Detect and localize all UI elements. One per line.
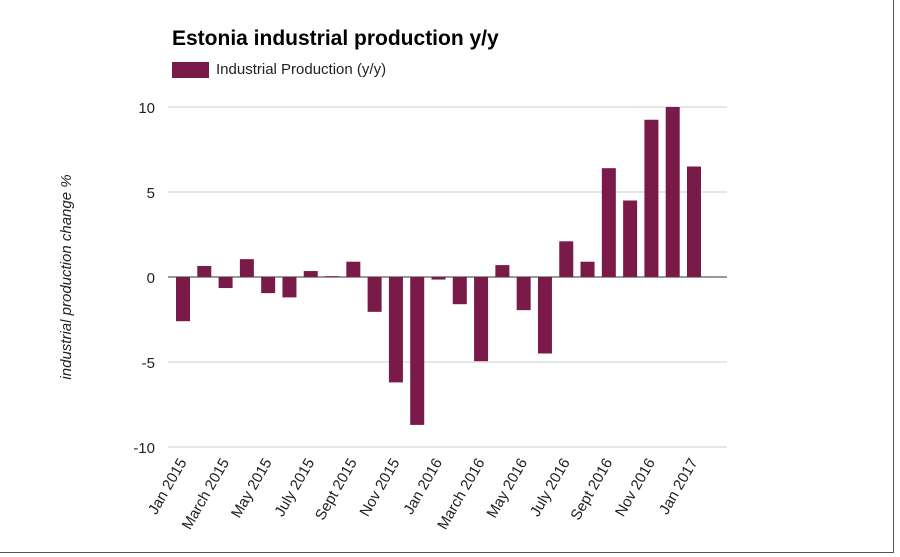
bar-may-2016 — [516, 277, 531, 311]
x-tick-label: Jan 2015 — [145, 456, 191, 518]
legend-swatch — [172, 61, 209, 78]
y-tick-label: 5 — [147, 185, 155, 202]
y-axis-label: industrial production change % — [58, 174, 75, 379]
bar-aug-2015 — [325, 276, 340, 278]
bar-apr-2015 — [239, 259, 254, 277]
bar-dec-2016 — [665, 107, 680, 277]
x-tick-label: Sept 2016 — [567, 456, 616, 524]
y-tick-label: 10 — [138, 100, 155, 117]
bar-sept-2015 — [346, 261, 361, 277]
bar-feb-2015 — [197, 265, 212, 277]
bar-jan-2016 — [431, 277, 446, 280]
x-tick-label: Sept 2015 — [312, 456, 361, 524]
bar-july-2015 — [303, 271, 318, 277]
bar-nov-2016 — [644, 119, 659, 277]
x-tick-label: Nov 2015 — [357, 456, 404, 520]
bar-nov-2015 — [388, 277, 403, 383]
x-tick-label: May 2016 — [483, 456, 531, 522]
bar-aug-2016 — [580, 261, 595, 277]
bar-july-2016 — [559, 241, 574, 277]
x-tick-label: July 2015 — [271, 456, 318, 520]
bar-apr-2016 — [495, 265, 510, 277]
legend: Industrial Production (y/y) — [172, 61, 386, 78]
chart-title: Estonia industrial production y/y — [172, 27, 499, 50]
y-tick-label: -5 — [142, 355, 155, 372]
x-tick-label: Jan 2017 — [656, 456, 702, 518]
bar-dec-2015 — [410, 277, 425, 425]
bar-feb-2016 — [452, 277, 467, 305]
bar-march-2016 — [474, 277, 489, 362]
x-tick-label: May 2015 — [228, 456, 276, 522]
x-tick-label: July 2016 — [527, 456, 574, 520]
x-tick-label: Nov 2016 — [612, 456, 659, 520]
bar-oct-2015 — [367, 277, 382, 312]
legend-label: Industrial Production (y/y) — [216, 61, 387, 78]
bar-jan-2017 — [687, 166, 701, 277]
y-tick-label: 0 — [147, 270, 155, 287]
y-tick-label: -10 — [133, 440, 155, 457]
bar-oct-2016 — [623, 200, 638, 277]
bar-march-2015 — [218, 277, 233, 289]
bar-sept-2016 — [601, 168, 616, 277]
bar-jun-2015 — [282, 277, 297, 298]
bar-jan-2015 — [176, 277, 190, 322]
x-tick-label: Jan 2016 — [400, 456, 446, 518]
bar-may-2015 — [261, 277, 276, 294]
bar-jun-2016 — [537, 277, 552, 354]
